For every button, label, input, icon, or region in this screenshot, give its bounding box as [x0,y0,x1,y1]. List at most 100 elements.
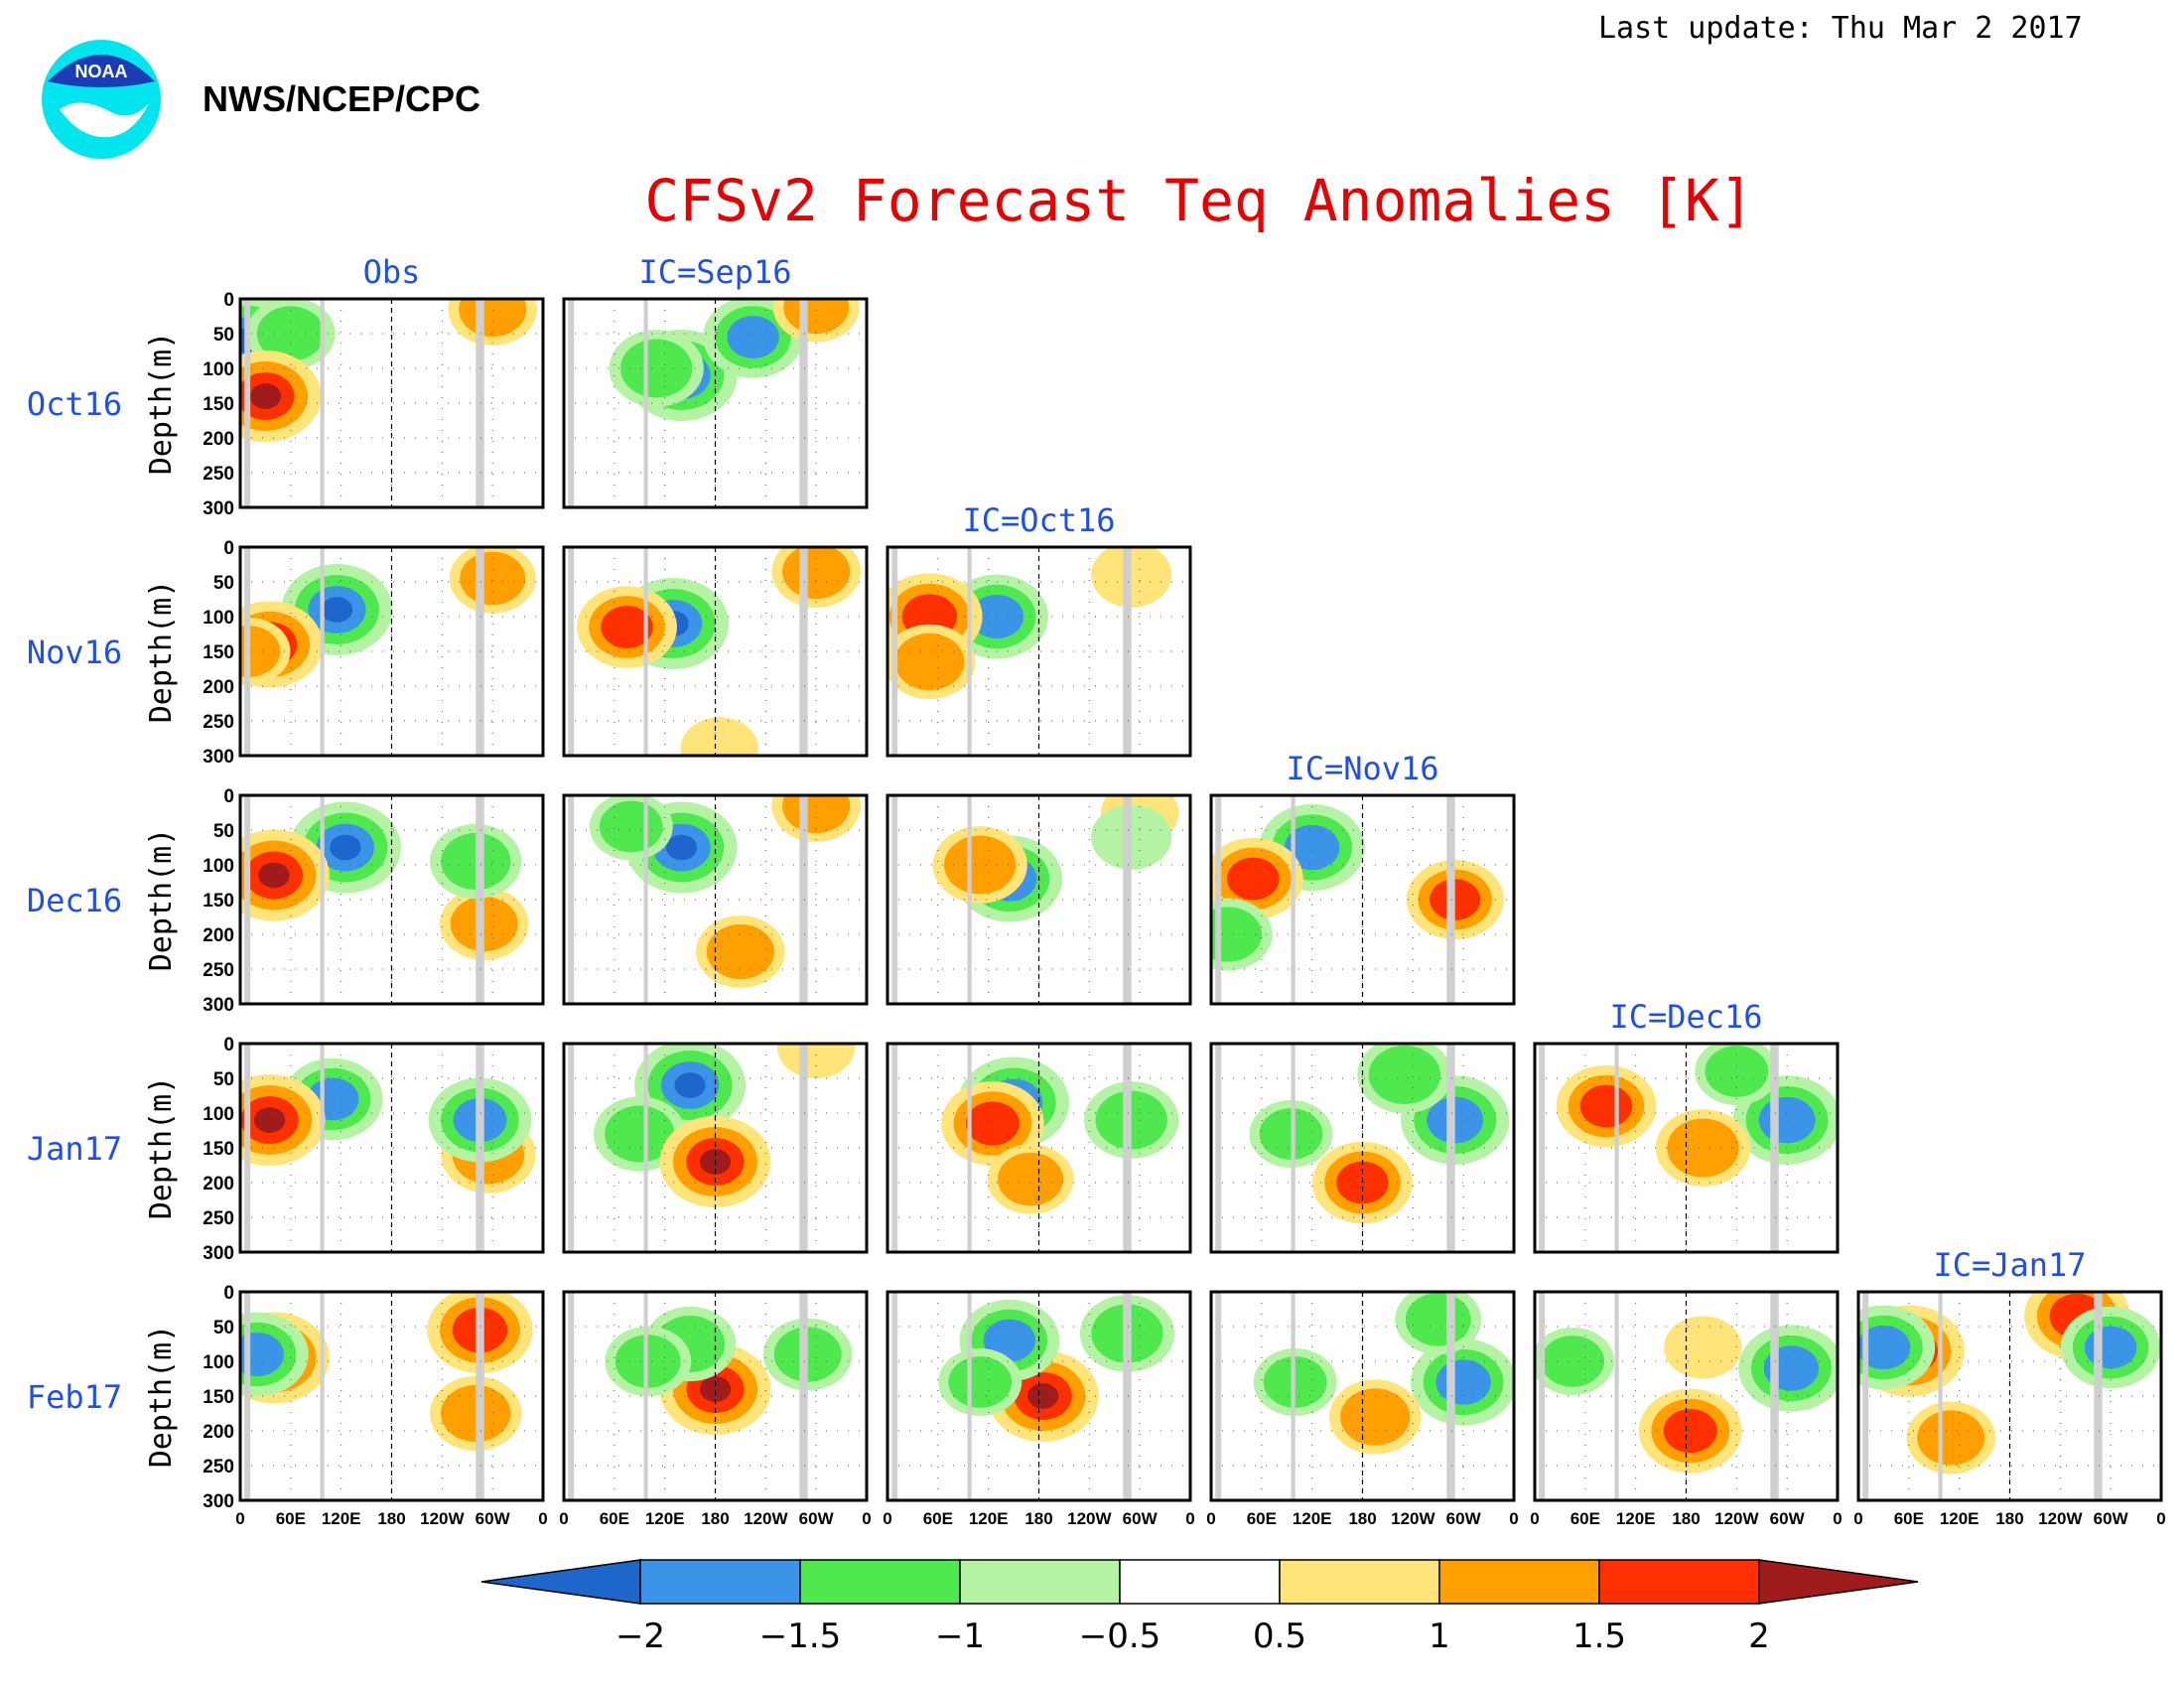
anomaly-contour [706,923,774,980]
colorbar-swatch [1438,1559,1600,1605]
anomaly-contour [948,1356,1013,1408]
land-mask [568,547,575,756]
x-tick-label: 120E [645,1509,685,1528]
land-mask [244,1044,251,1252]
y-tick-label: 150 [203,394,234,415]
x-tick-label: 120W [744,1509,788,1528]
panel-frame [1209,1290,1516,1502]
x-tick-label: 0 [1530,1509,1539,1528]
x-tick-label: 60W [1446,1509,1482,1528]
panel-frame [1209,793,1516,1006]
colorbar-swatch [799,1559,961,1605]
x-tick-label: 0 [538,1509,547,1528]
y-tick-label: 300 [203,1491,234,1512]
y-tick-label: 0 [223,290,234,311]
land-mask [967,547,972,756]
x-tick-label: 180 [1024,1509,1052,1528]
y-tick-label: 50 [213,1069,234,1090]
land-mask [1291,1292,1296,1500]
row-label: Feb17 [27,1378,122,1416]
panel-jan17-1 [562,1042,869,1254]
x-tick-label: 60E [600,1509,629,1528]
land-mask [476,547,484,756]
panel-grid: Oct16 Depth(m) 0 50 100 150 200 250 300 Nov16 Dept… [27,253,2166,1528]
y-tick-label: 150 [203,891,234,912]
land-mask [244,547,251,756]
y-tick-label: 250 [203,960,234,981]
land-mask [320,547,325,756]
anomaly-contour [460,551,526,606]
panel-dec16-0 [238,793,545,1006]
panel-frame [238,1042,545,1254]
anomaly-contour [782,547,851,600]
land-mask [244,1292,251,1500]
land-mask [1446,1044,1455,1252]
anomaly-contour [330,834,361,861]
land-mask [2094,1292,2103,1500]
anomaly-contour [256,306,325,361]
y-tick-label: 200 [203,925,234,946]
colorbar-tick-label: 2 [1748,1617,1770,1656]
land-mask [643,1044,648,1252]
x-tick-label: 0 [1833,1509,1842,1528]
y-tick-label: 50 [213,573,234,594]
x-tick-label: 120E [322,1509,361,1528]
colorbar: −2 −1.5 −1 −0.5 0.5 1 1.5 2 [480,1559,1919,1656]
x-tick-label: 0 [1185,1509,1194,1528]
x-tick-label: 180 [1672,1509,1700,1528]
colorbar-swatch [1279,1559,1440,1605]
anomaly-contour [614,1335,681,1388]
anomaly-contour [258,862,290,889]
anomaly-contour [249,383,282,409]
anomaly-contour [783,299,850,335]
panel-frame [1533,1290,1840,1502]
panel-frame [886,793,1192,1006]
x-tick-label: 0 [883,1509,891,1528]
panel-jan17-2 [886,1042,1192,1254]
y-tick-label: 0 [223,786,234,807]
panel-frame [238,793,545,1006]
land-mask [799,299,808,507]
land-mask [244,299,251,507]
x-tick-label: 60W [1770,1509,1806,1528]
x-tick-label: 0 [862,1509,871,1528]
panel-feb17-5 [1856,1290,2163,1502]
x-tick-label: 120W [1067,1509,1112,1528]
panel-oct16-0 [238,297,545,509]
anomaly-contour [782,795,851,834]
panel-frame [562,793,869,1006]
anomaly-contour [944,835,1017,895]
panel-frame [562,545,869,758]
y-tick-label: 200 [203,677,234,698]
x-tick-label: 0 [2156,1509,2165,1528]
anomaly-contour [1541,1336,1605,1387]
row-label: Oct16 [27,385,122,423]
y-tick-label: 100 [203,608,234,629]
land-mask [476,1292,484,1500]
y-tick-label: 250 [203,1208,234,1229]
x-tick-label: 60E [923,1509,953,1528]
land-mask [1123,547,1132,756]
panel-frame [562,1290,869,1502]
land-mask [1770,1292,1779,1500]
x-tick-label: 180 [1995,1509,2023,1528]
panel-frame [886,545,1192,758]
anomaly-contour [1664,1316,1742,1379]
anomaly-contour [321,597,353,623]
anomaly-contour [240,1332,284,1377]
anomaly-contour [1917,1410,1985,1466]
anomaly-contour [599,800,663,853]
land-mask [1614,1292,1619,1500]
y-axis-label: Depth(m) [144,1325,179,1469]
anomaly-contour [1091,804,1172,870]
anomaly-contour [1405,1293,1471,1346]
panel-nov16-1 [562,545,869,758]
land-mask [1539,1044,1546,1252]
anomaly-contour [605,1105,675,1163]
anomaly-contour [965,1101,1020,1146]
land-mask [643,547,648,756]
y-axis-label: Depth(m) [144,332,179,476]
colorbar-tick-label: 0.5 [1253,1617,1306,1656]
panel-frame [562,1042,869,1254]
